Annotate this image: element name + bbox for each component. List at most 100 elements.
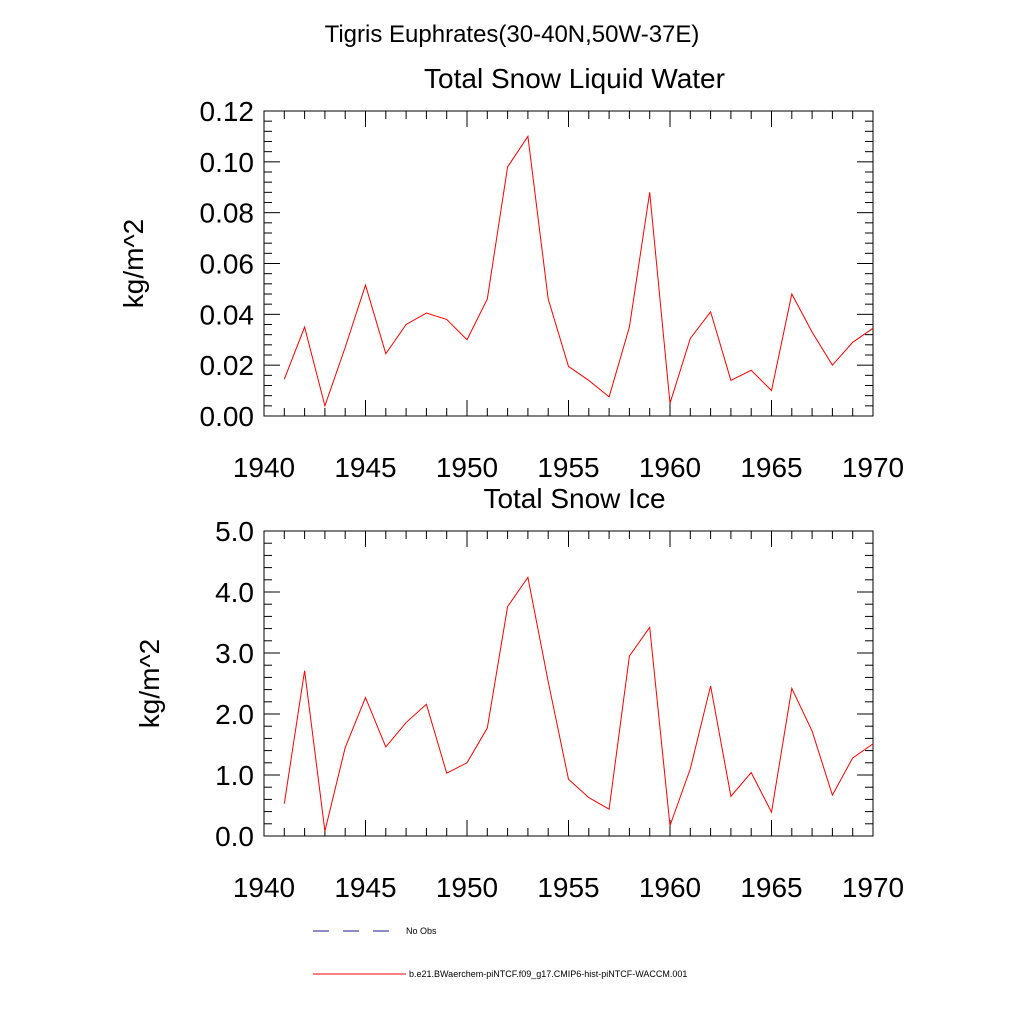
data-point <box>304 670 305 671</box>
data-point <box>629 326 630 327</box>
plot-frame <box>263 110 874 417</box>
data-point <box>852 757 853 758</box>
data-point <box>548 681 549 682</box>
x-tick-label: 1940 <box>233 452 295 483</box>
y-tick-label: 2.0 <box>215 699 254 730</box>
y-axis-label: kg/m^2 <box>134 639 165 728</box>
x-tick-label: 1950 <box>436 452 498 483</box>
data-point <box>548 298 549 299</box>
data-point <box>507 166 508 167</box>
data-point <box>466 339 467 340</box>
data-point <box>609 809 610 810</box>
data-point <box>568 779 569 780</box>
data-point <box>791 293 792 294</box>
x-tick-label: 1960 <box>639 872 701 903</box>
data-point <box>345 347 346 348</box>
data-point <box>710 685 711 686</box>
legend-label-no-obs: No Obs <box>406 926 437 936</box>
data-point <box>629 655 630 656</box>
data-point <box>324 405 325 406</box>
data-point <box>385 746 386 747</box>
panel-snow-liquid-water: Total Snow Liquid Water kg/m^2 1940 1945 1… <box>118 63 904 483</box>
data-point <box>446 319 447 320</box>
x-tick-label: 1955 <box>537 452 599 483</box>
data-point <box>751 772 752 773</box>
data-point <box>771 390 772 391</box>
data-point <box>406 324 407 325</box>
y-tick-label: 0.04 <box>200 299 255 330</box>
x-tick-label: 1950 <box>436 872 498 903</box>
series-line <box>283 576 874 832</box>
x-tick-label: 1965 <box>740 872 802 903</box>
data-point <box>730 380 731 381</box>
data-point <box>284 803 285 804</box>
data-point <box>324 831 325 832</box>
data-point <box>812 332 813 333</box>
y-tick-label: 3.0 <box>215 638 254 669</box>
panel-title: Total Snow Liquid Water <box>424 63 725 94</box>
data-point <box>872 743 873 744</box>
y-tick-label: 1.0 <box>215 760 254 791</box>
x-tick-label: 1940 <box>233 872 295 903</box>
x-tick-label: 1960 <box>639 452 701 483</box>
data-point <box>710 311 711 312</box>
y-tick-label: 4.0 <box>215 577 254 608</box>
panel-snow-ice: Total Snow Ice kg/m^2 1940 1945 1950 1955 19… <box>134 483 904 903</box>
data-point <box>649 627 650 628</box>
data-point <box>588 797 589 798</box>
data-point <box>568 366 569 367</box>
data-point <box>649 192 650 193</box>
x-tick-label: 1965 <box>740 452 802 483</box>
x-tick-label: 1945 <box>334 452 396 483</box>
data-point <box>730 796 731 797</box>
data-point <box>791 688 792 689</box>
panel-title: Total Snow Ice <box>483 483 665 514</box>
y-tick-label: 0.00 <box>200 401 255 432</box>
y-tick-label: 0.02 <box>200 350 255 381</box>
data-point <box>527 136 528 137</box>
y-tick-label: 0.12 <box>200 96 255 127</box>
data-point <box>345 747 346 748</box>
data-point <box>385 353 386 354</box>
data-point <box>852 342 853 343</box>
x-tick-label: 1970 <box>842 872 904 903</box>
y-tick-label: 5.0 <box>215 516 254 547</box>
data-point <box>669 403 670 404</box>
data-point <box>284 379 285 380</box>
data-point <box>832 795 833 796</box>
data-point <box>812 730 813 731</box>
data-point <box>365 285 366 286</box>
figure-title: Tigris Euphrates(30-40N,50W-37E) <box>325 21 700 48</box>
series-line <box>283 135 874 408</box>
data-point <box>588 380 589 381</box>
x-tick-label: 1970 <box>842 452 904 483</box>
x-tick-label: 1945 <box>334 872 396 903</box>
legend-label-model: b.e21.BWaerchem-piNTCF.f09_g17.CMIP6-his… <box>409 969 687 979</box>
x-tick-label: 1955 <box>537 872 599 903</box>
y-tick-label: 0.06 <box>200 249 255 280</box>
data-point <box>690 338 691 339</box>
data-point <box>669 825 670 826</box>
y-tick-label: 0.10 <box>200 147 255 178</box>
data-point <box>609 396 610 397</box>
data-point <box>487 727 488 728</box>
y-tick-label: 0.0 <box>215 821 254 852</box>
data-point <box>832 365 833 366</box>
data-point <box>507 606 508 607</box>
plot-frame <box>263 530 874 837</box>
data-point <box>466 762 467 763</box>
legend: No Obs b.e21.BWaerchem-piNTCF.f09_g17.CM… <box>313 926 687 979</box>
data-point <box>304 326 305 327</box>
data-point <box>487 298 488 299</box>
data-point <box>365 697 366 698</box>
y-tick-label: 0.08 <box>200 198 255 229</box>
data-point <box>771 812 772 813</box>
data-point <box>690 768 691 769</box>
y-axis-label: kg/m^2 <box>118 219 149 308</box>
data-point <box>751 370 752 371</box>
data-point <box>426 312 427 313</box>
data-point <box>426 704 427 705</box>
data-point <box>406 722 407 723</box>
data-point <box>527 577 528 578</box>
